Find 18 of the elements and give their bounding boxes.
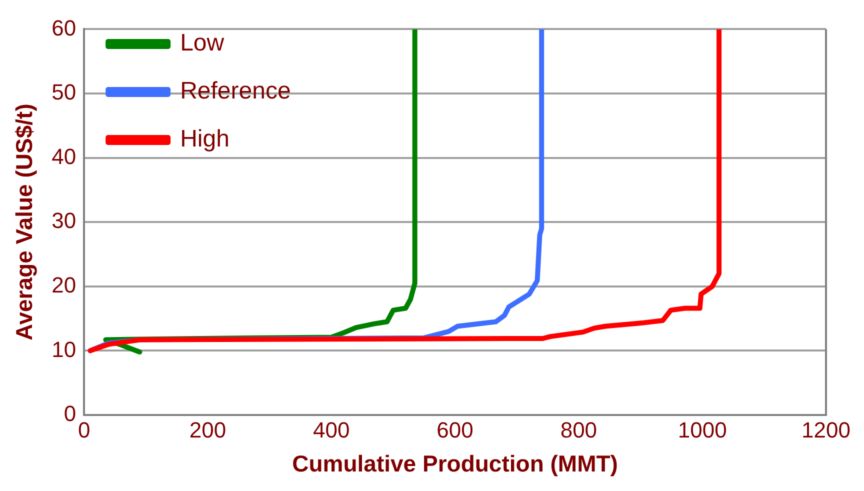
y-tick-label: 0 [64,401,76,426]
y-tick-label: 20 [52,272,76,298]
legend-label: High [180,126,230,153]
y-tick-label: 60 [52,15,76,40]
y-tick-label: 10 [52,336,76,362]
x-axis-title: Cumulative Production (MMT) [292,450,618,477]
x-tick-label: 1200 [802,417,850,442]
x-tick-label: 200 [189,417,226,442]
legend-label: Low [180,30,225,57]
y-tick-label: 30 [52,208,76,234]
x-tick-label: 1000 [678,417,727,442]
y-axis-title: Average Value (US$/t) [11,104,38,341]
x-tick-label: 600 [436,417,474,442]
y-tick-label: 40 [52,144,76,169]
x-tick-label: 400 [313,417,350,442]
legend-label: Reference [180,78,291,105]
x-tick-label: 800 [560,417,598,442]
y-tick-label: 50 [52,80,76,105]
